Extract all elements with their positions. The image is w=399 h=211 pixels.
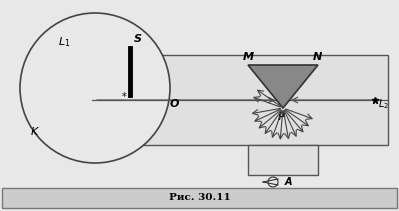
Circle shape xyxy=(20,13,170,163)
Text: $L_2$: $L_2$ xyxy=(378,97,389,111)
Text: $L_1$: $L_1$ xyxy=(58,35,71,49)
Text: N: N xyxy=(313,52,322,62)
Text: S: S xyxy=(134,34,142,44)
Bar xyxy=(92,55,388,145)
Polygon shape xyxy=(248,65,318,108)
Text: P: P xyxy=(278,112,285,122)
Text: $K$: $K$ xyxy=(30,125,40,137)
Circle shape xyxy=(268,177,278,187)
Text: Рис. 30.11: Рис. 30.11 xyxy=(169,193,230,203)
Bar xyxy=(248,145,318,175)
Text: M: M xyxy=(243,52,254,62)
Text: A: A xyxy=(285,177,292,187)
Bar xyxy=(2,188,397,208)
Text: O: O xyxy=(170,99,180,109)
Text: *: * xyxy=(122,92,126,102)
